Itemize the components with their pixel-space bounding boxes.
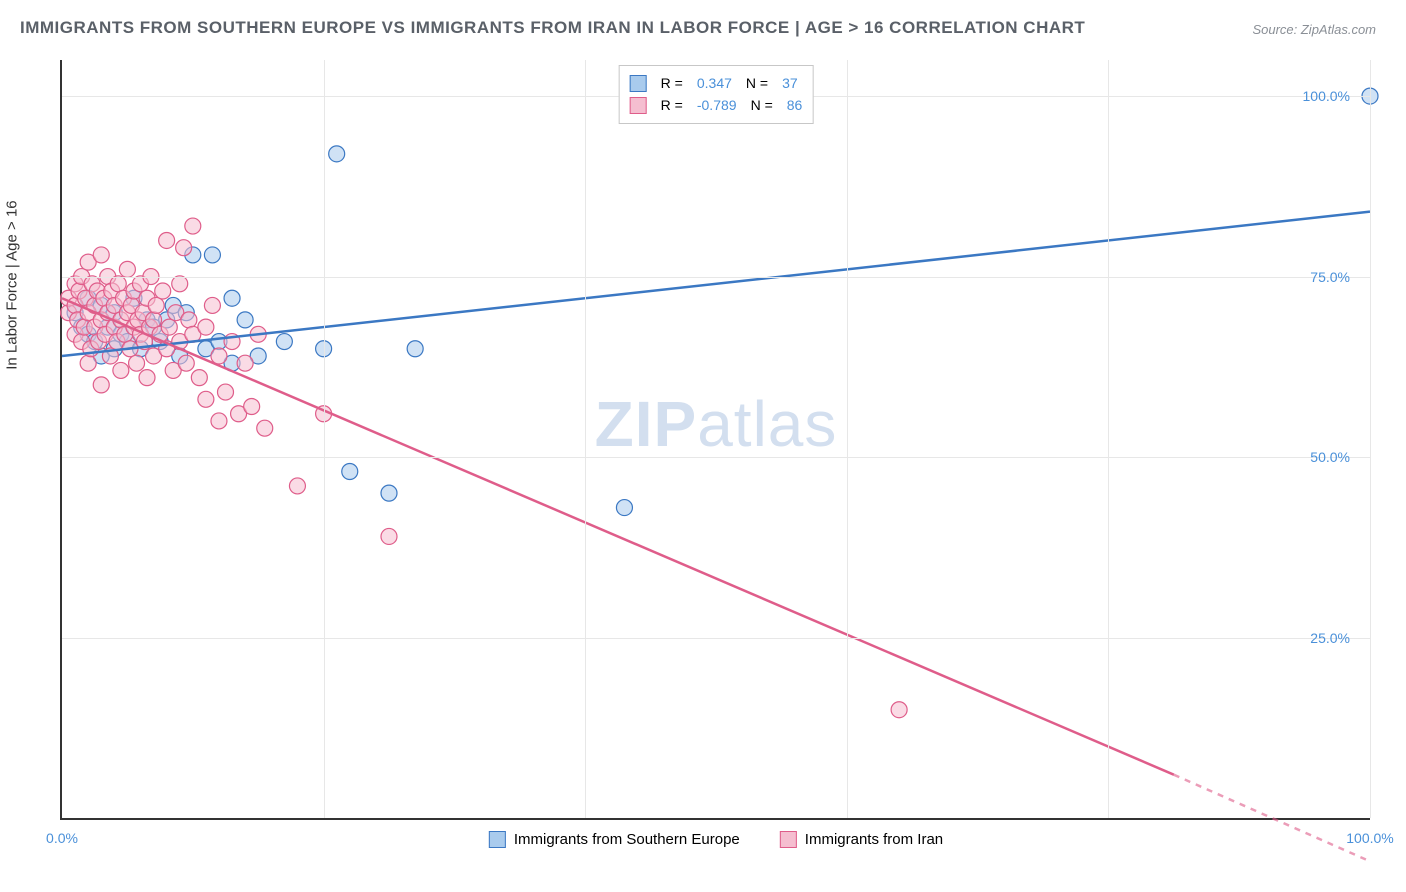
- data-point: [155, 283, 171, 299]
- data-point: [276, 334, 292, 350]
- data-point: [80, 355, 96, 371]
- data-point: [176, 240, 192, 256]
- data-point: [329, 146, 345, 162]
- data-point: [146, 312, 162, 328]
- data-point: [342, 463, 358, 479]
- data-point: [129, 355, 145, 371]
- legend-row-2: R = -0.789 N = 86: [630, 94, 803, 116]
- data-point: [204, 247, 220, 263]
- data-point: [198, 319, 214, 335]
- swatch-icon: [780, 831, 797, 848]
- data-point: [237, 312, 253, 328]
- legend-r-value: 0.347: [697, 72, 732, 94]
- x-tick-label: 0.0%: [46, 830, 78, 846]
- data-point: [237, 355, 253, 371]
- swatch-icon: [489, 831, 506, 848]
- data-point: [218, 384, 234, 400]
- scatter-svg: [62, 60, 1370, 818]
- swatch-icon: [630, 75, 647, 92]
- data-point: [93, 247, 109, 263]
- chart-container: In Labor Force | Age > 16 ZIPatlas R = 0…: [20, 50, 1386, 842]
- legend-r-label: R =: [661, 94, 683, 116]
- data-point: [224, 290, 240, 306]
- data-point: [244, 399, 260, 415]
- legend-r-value: -0.789: [697, 94, 737, 116]
- legend-n-value: 86: [787, 94, 803, 116]
- legend-row-1: R = 0.347 N = 37: [630, 72, 803, 94]
- y-tick-label: 50.0%: [1310, 449, 1350, 465]
- trend-line-extrapolated: [1174, 775, 1370, 862]
- series-legend: Immigrants from Southern Europe Immigran…: [489, 831, 943, 848]
- legend-series-label: Immigrants from Iran: [805, 831, 943, 848]
- trend-line: [62, 212, 1370, 356]
- trend-line: [62, 298, 1174, 774]
- y-tick-label: 100.0%: [1303, 88, 1350, 104]
- legend-series-label: Immigrants from Southern Europe: [514, 831, 740, 848]
- x-tick-label: 100.0%: [1346, 830, 1393, 846]
- data-point: [381, 528, 397, 544]
- data-point: [257, 420, 273, 436]
- chart-title: IMMIGRANTS FROM SOUTHERN EUROPE VS IMMIG…: [0, 0, 1406, 38]
- legend-n-label: N =: [746, 72, 768, 94]
- data-point: [178, 355, 194, 371]
- legend-n-value: 37: [782, 72, 798, 94]
- data-point: [616, 500, 632, 516]
- data-point: [198, 391, 214, 407]
- data-point: [407, 341, 423, 357]
- data-point: [159, 232, 175, 248]
- y-tick-label: 75.0%: [1310, 269, 1350, 285]
- data-point: [185, 218, 201, 234]
- data-point: [204, 297, 220, 313]
- legend-r-label: R =: [661, 72, 683, 94]
- data-point: [110, 276, 126, 292]
- data-point: [119, 261, 135, 277]
- legend-item-2: Immigrants from Iran: [780, 831, 943, 848]
- source-label: Source: ZipAtlas.com: [1252, 22, 1376, 37]
- data-point: [891, 702, 907, 718]
- plot-area: ZIPatlas R = 0.347 N = 37 R = -0.789 N =…: [60, 60, 1370, 820]
- data-point: [181, 312, 197, 328]
- legend-n-label: N =: [751, 94, 773, 116]
- data-point: [381, 485, 397, 501]
- data-point: [113, 362, 129, 378]
- correlation-legend: R = 0.347 N = 37 R = -0.789 N = 86: [619, 65, 814, 124]
- swatch-icon: [630, 97, 647, 114]
- data-point: [172, 276, 188, 292]
- data-point: [148, 297, 164, 313]
- y-tick-label: 25.0%: [1310, 630, 1350, 646]
- legend-item-1: Immigrants from Southern Europe: [489, 831, 740, 848]
- data-point: [211, 348, 227, 364]
- data-point: [289, 478, 305, 494]
- data-point: [139, 370, 155, 386]
- data-point: [191, 370, 207, 386]
- y-axis-label: In Labor Force | Age > 16: [4, 200, 21, 369]
- data-point: [211, 413, 227, 429]
- data-point: [161, 319, 177, 335]
- data-point: [93, 377, 109, 393]
